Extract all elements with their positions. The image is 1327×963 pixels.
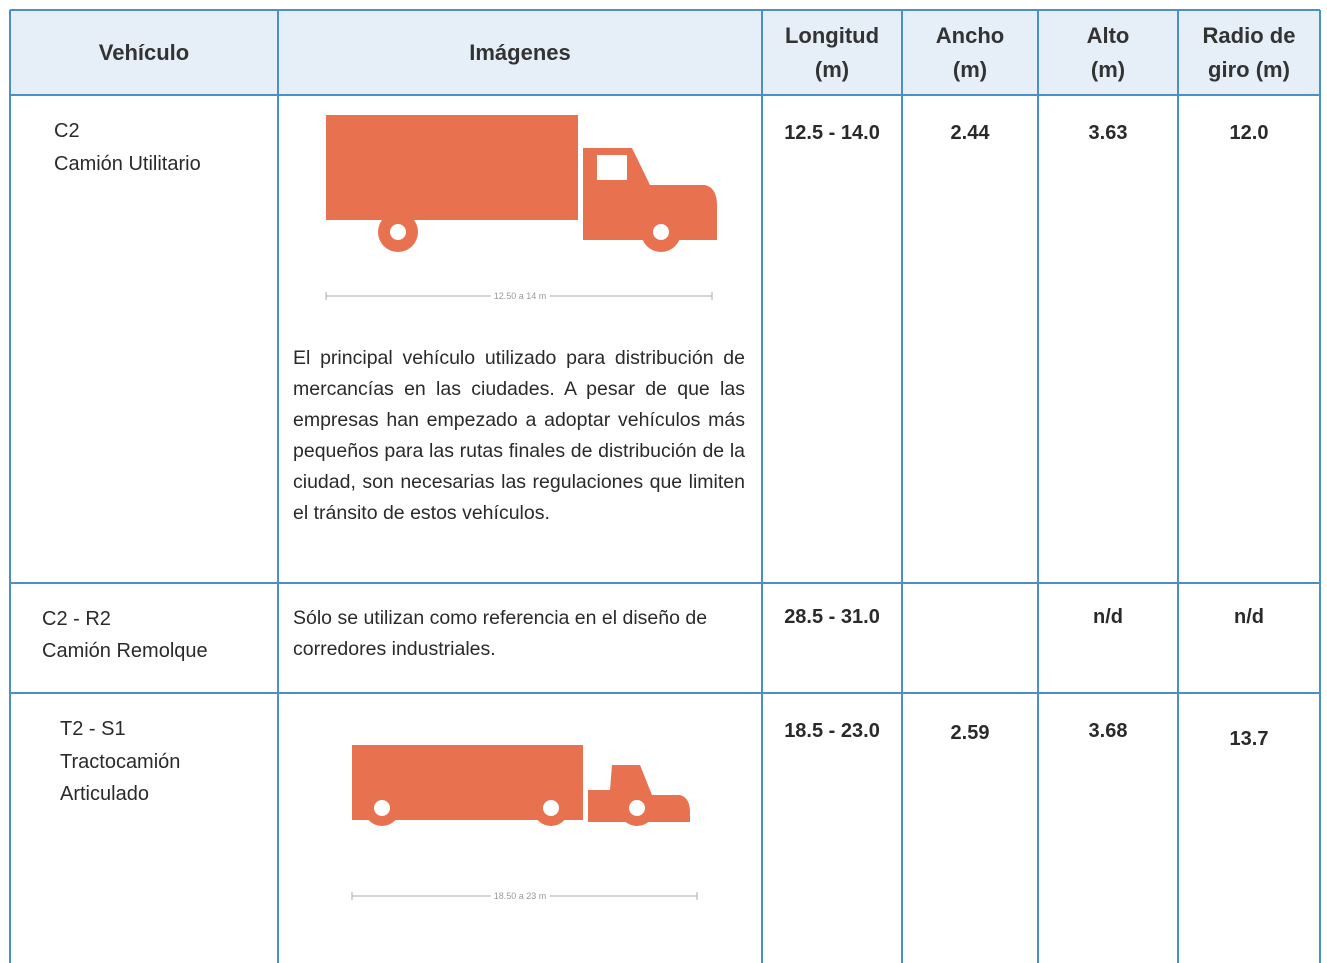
cell-value: 28.5 - 31.0 <box>784 606 880 628</box>
cell-value: 3.63 <box>1088 122 1128 144</box>
header-cell: Ancho (m) <box>935 22 1005 82</box>
vehicle-name: Camión Utilitario <box>54 153 201 175</box>
cell-value: n/d <box>1234 606 1264 628</box>
vehicle-name: Camión Remolque <box>42 640 208 662</box>
vehicle-code: C2 - R2 <box>42 608 111 630</box>
description: Sólo se utilizan como referencia en el d… <box>293 607 708 660</box>
header-bg <box>10 10 1320 95</box>
vehicle-code: C2 <box>54 120 80 142</box>
cell-value: n/d <box>1093 606 1123 628</box>
header-cell: Longitud (m) <box>784 22 880 82</box>
cell-value: 18.5 - 23.0 <box>784 720 880 742</box>
header-cell: Imágenes <box>469 39 571 65</box>
header-cell: Alto (m) <box>1086 22 1130 82</box>
cell-value: 12.0 <box>1229 122 1269 144</box>
description: El principal vehículo utilizado para dis… <box>293 347 745 524</box>
header-cell: Vehículo <box>98 39 190 65</box>
image-caption: 12.50 a 14 m <box>490 291 550 301</box>
vehicle-code: T2 - S1 <box>60 718 126 740</box>
cell-value: 2.44 <box>950 122 990 144</box>
cell-value: 12.5 - 14.0 <box>784 122 880 144</box>
cell-value: 13.7 <box>1229 728 1269 750</box>
cell-value: 3.68 <box>1088 720 1128 742</box>
vehicle-name: Tractocamión Articulado <box>60 751 181 805</box>
header-cell: Radio de giro (m) <box>1202 22 1296 82</box>
cell-value: 2.59 <box>950 722 990 744</box>
image-caption: 18.50 a 23 m <box>490 891 550 901</box>
